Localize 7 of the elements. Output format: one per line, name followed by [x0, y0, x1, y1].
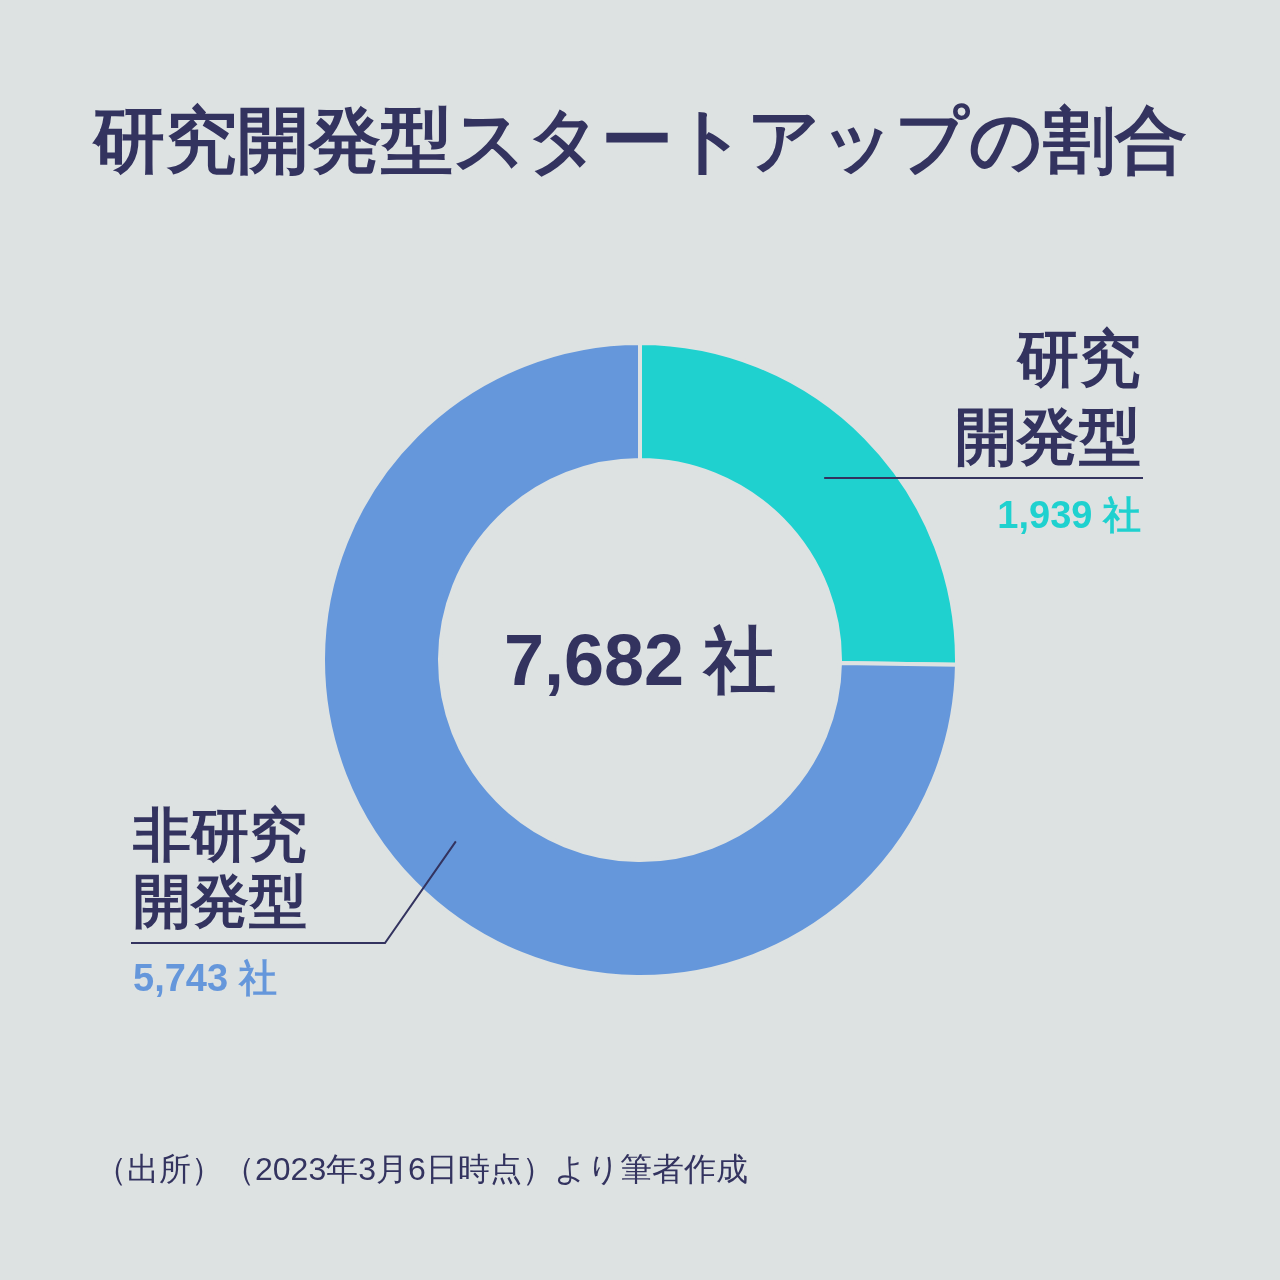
text: 7,682 社	[503, 620, 777, 700]
data-label: 5,743 社	[133, 957, 277, 999]
slice-label: 研究開発型	[955, 324, 1141, 471]
slice-label: 非研究開発型	[132, 802, 307, 933]
chart-title: 研究開発型スタートアップの割合	[92, 100, 1187, 180]
data-label: 1,939 社	[997, 494, 1141, 536]
text: （出所）（2023年3月6日時点）より筆者作成	[95, 1151, 748, 1187]
